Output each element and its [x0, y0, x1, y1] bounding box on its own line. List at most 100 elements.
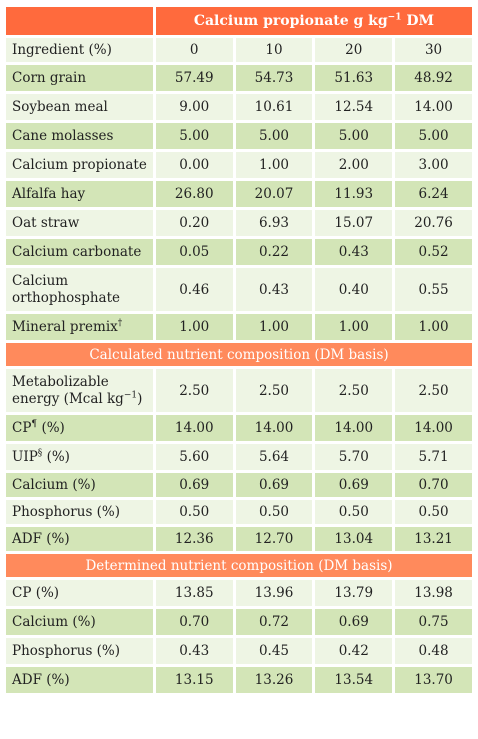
cell-value: 13.98: [395, 580, 472, 606]
cell-value: 51.63: [315, 65, 393, 91]
row-label-tail: (%): [42, 449, 70, 465]
footnote-mark: †: [117, 318, 123, 329]
footnote-mark: §: [37, 448, 43, 459]
row-label-tail: ): [137, 390, 143, 407]
table-row: Calcium (%) 0.69 0.69 0.69 0.70: [6, 473, 472, 497]
table-row: ADF (%) 13.15 13.26 13.54 13.70: [6, 667, 472, 693]
table-row: Mineral premix† 1.00 1.00 1.00 1.00: [6, 314, 472, 340]
cell-value: 9.00: [155, 94, 233, 120]
row-label: Calcium (%): [6, 609, 153, 635]
table-title: Calcium propionate g kg−1 DM: [155, 7, 472, 35]
cell-value: 13.54: [315, 667, 393, 693]
cell-value: 13.04: [315, 527, 393, 551]
cell-value: 5.60: [155, 444, 233, 470]
cell-value: 14.00: [235, 415, 313, 441]
cell-value: 57.49: [155, 65, 233, 91]
header-row: Calcium propionate g kg−1 DM: [6, 7, 472, 35]
cell-value: 12.36: [155, 527, 233, 551]
cell-value: 0.22: [235, 239, 313, 265]
cell-value: 5.00: [395, 123, 472, 149]
cell-value: 0.69: [235, 473, 313, 497]
cell-value: 15.07: [315, 210, 393, 236]
cell-value: 0.69: [155, 473, 233, 497]
diet-composition-table: Calcium propionate g kg−1 DM Ingredient …: [3, 4, 475, 696]
cell-value: 14.00: [395, 415, 472, 441]
cell-value: 11.93: [315, 181, 393, 207]
table-row: CP¶ (%) 14.00 14.00 14.00 14.00: [6, 415, 472, 441]
cell-value: 0.69: [315, 609, 393, 635]
cell-value: 14.00: [155, 415, 233, 441]
cell-value: 13.79: [315, 580, 393, 606]
cell-value: 12.54: [315, 94, 393, 120]
table-row: Calcium (%) 0.70 0.72 0.69 0.75: [6, 609, 472, 635]
table-row: Alfalfa hay 26.80 20.07 11.93 6.24: [6, 181, 472, 207]
row-label: Soybean meal: [6, 94, 153, 120]
table-row: Oat straw 0.20 6.93 15.07 20.76: [6, 210, 472, 236]
table-row: UIP§ (%) 5.60 5.64 5.70 5.71: [6, 444, 472, 470]
row-label: UIP§ (%): [6, 444, 153, 470]
row-label: Calcium propionate: [6, 152, 153, 178]
column-header-10: 10: [235, 38, 313, 62]
cell-value: 3.00: [395, 152, 472, 178]
table-row: Soybean meal 9.00 10.61 12.54 14.00: [6, 94, 472, 120]
column-header-20: 20: [315, 38, 393, 62]
cell-value: 1.00: [315, 314, 393, 340]
cell-value: 1.00: [155, 314, 233, 340]
row-label: Mineral premix†: [6, 314, 153, 340]
cell-value: 1.00: [235, 152, 313, 178]
cell-value: 1.00: [235, 314, 313, 340]
row-label: CP¶ (%): [6, 415, 153, 441]
row-label-text: UIP: [12, 449, 38, 465]
cell-value: 0.69: [315, 473, 393, 497]
cell-value: 0.43: [235, 268, 313, 311]
cell-value: 0.05: [155, 239, 233, 265]
cell-value: 0.70: [395, 473, 472, 497]
section-title: Calculated nutrient composition (DM basi…: [6, 343, 472, 366]
title-text: Calcium propionate g kg: [193, 13, 388, 29]
row-label: CP (%): [6, 580, 153, 606]
row-label: Metabolizable energy (Mcal kg−1): [6, 369, 153, 412]
cell-value: 0.50: [315, 500, 393, 524]
row-label-text: Mineral premix: [12, 319, 118, 335]
footnote-mark: ¶: [31, 419, 38, 430]
cell-value: 13.70: [395, 667, 472, 693]
cell-value: 6.24: [395, 181, 472, 207]
table-row: CP (%) 13.85 13.96 13.79 13.98: [6, 580, 472, 606]
cell-value: 48.92: [395, 65, 472, 91]
cell-value: 0.45: [235, 638, 313, 664]
title-tail: DM: [401, 13, 434, 29]
cell-value: 54.73: [235, 65, 313, 91]
cell-value: 0.46: [155, 268, 233, 311]
cell-value: 0.55: [395, 268, 472, 311]
cell-value: 0.50: [235, 500, 313, 524]
cell-value: 13.21: [395, 527, 472, 551]
row-label: Phosphorus (%): [6, 638, 153, 664]
table-row: Calcium orthophosphate 0.46 0.43 0.40 0.…: [6, 268, 472, 311]
cell-value: 14.00: [315, 415, 393, 441]
column-header-0: 0: [155, 38, 233, 62]
cell-value: 5.00: [235, 123, 313, 149]
table-row: Phosphorus (%) 0.50 0.50 0.50 0.50: [6, 500, 472, 524]
row-label: Oat straw: [6, 210, 153, 236]
cell-value: 0.72: [235, 609, 313, 635]
row-label-text: Metabolizable energy (Mcal kg: [12, 373, 124, 407]
column-header-ingredient: Ingredient (%): [6, 38, 153, 62]
section-header-determined: Determined nutrient composition (DM basi…: [6, 554, 472, 577]
table-row: ADF (%) 12.36 12.70 13.04 13.21: [6, 527, 472, 551]
cell-value: 0.75: [395, 609, 472, 635]
cell-value: 12.70: [235, 527, 313, 551]
cell-value: 5.71: [395, 444, 472, 470]
table-row: Corn grain 57.49 54.73 51.63 48.92: [6, 65, 472, 91]
row-label-text: CP: [12, 420, 32, 436]
cell-value: 10.61: [235, 94, 313, 120]
row-label: Phosphorus (%): [6, 500, 153, 524]
cell-value: 0.70: [155, 609, 233, 635]
cell-value: 2.50: [315, 369, 393, 412]
section-title: Determined nutrient composition (DM basi…: [6, 554, 472, 577]
cell-value: 13.85: [155, 580, 233, 606]
cell-value: 5.00: [315, 123, 393, 149]
cell-value: 20.07: [235, 181, 313, 207]
row-label: Calcium orthophosphate: [6, 268, 153, 311]
row-label: ADF (%): [6, 527, 153, 551]
cell-value: 20.76: [395, 210, 472, 236]
